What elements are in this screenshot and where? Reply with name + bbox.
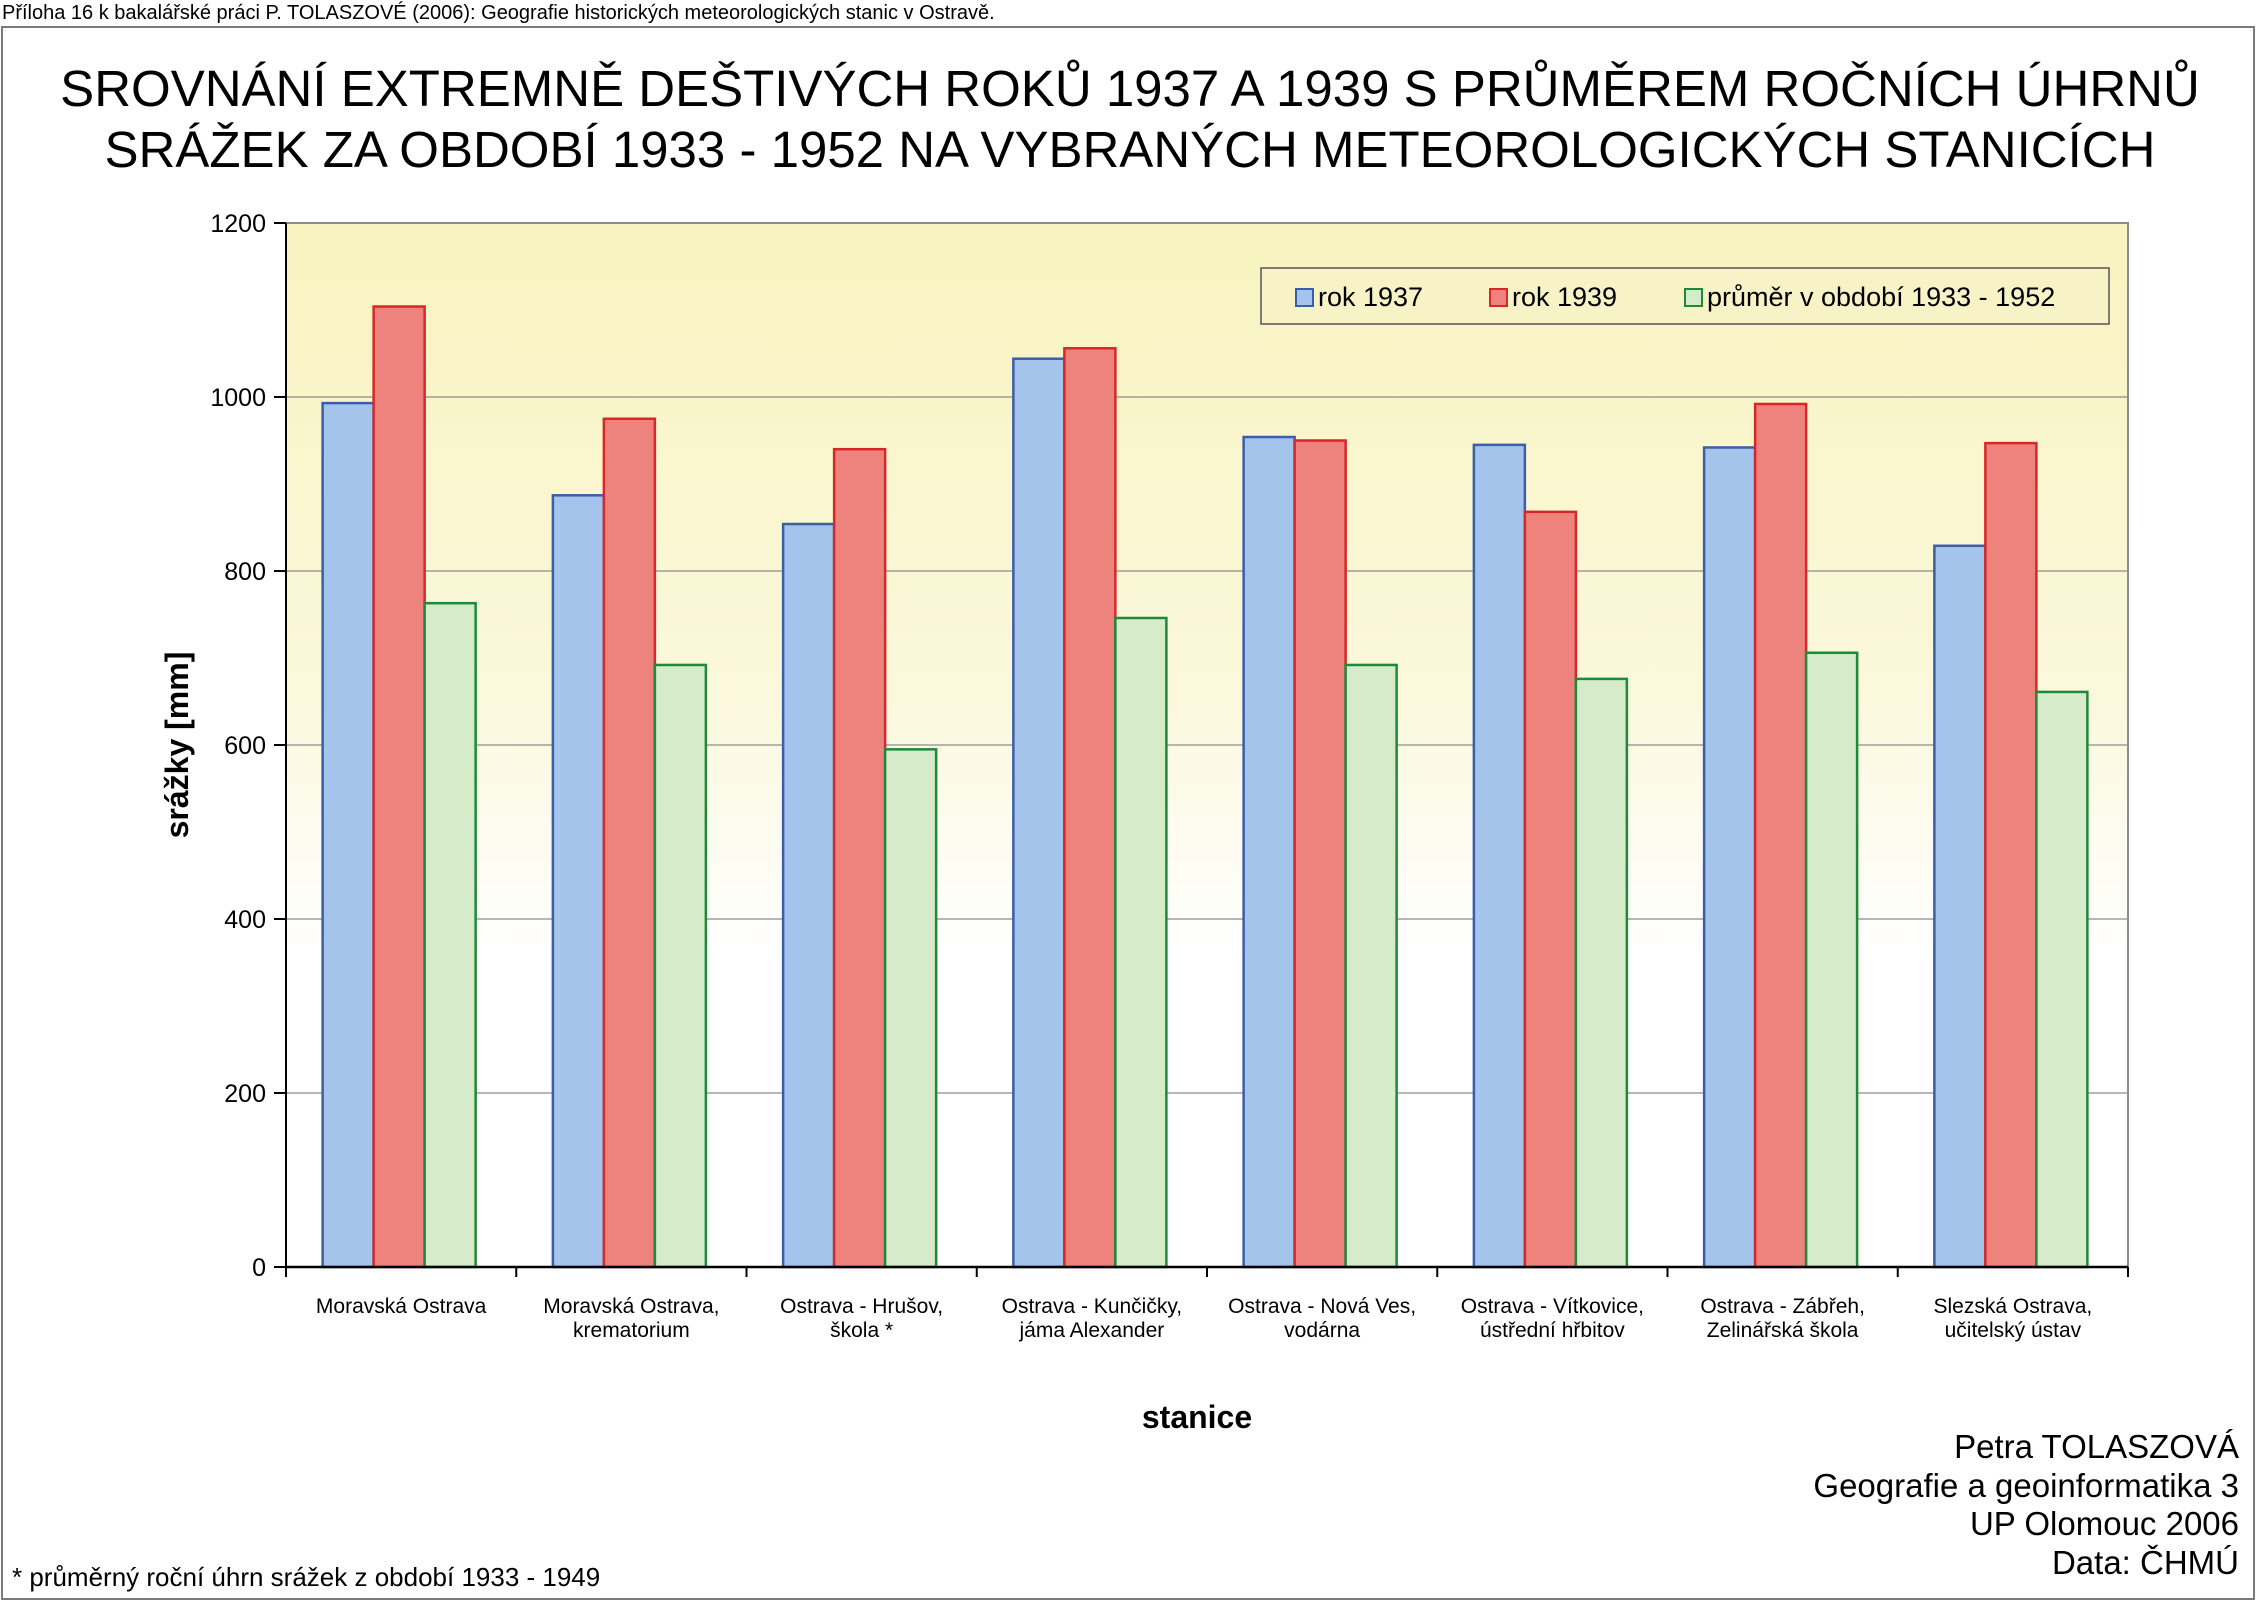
bar-1-6 (1472, 443, 1527, 1269)
axes (274, 222, 2129, 1277)
x-tick-label-7-1: Ostrava - Zábřeh, (1700, 1295, 1865, 1318)
bar-1-2 (551, 494, 606, 1269)
y-tick-label-800: 800 (224, 558, 266, 586)
footnote: * průměrný roční úhrn srážek z období 19… (12, 1562, 601, 1592)
bar-3-3 (883, 748, 938, 1269)
x-tick-label-6-2: ústřední hřbitov (1480, 1319, 1625, 1342)
x-axis-label: stanice (1142, 1399, 1252, 1435)
legend-label-2: rok 1939 (1512, 282, 1617, 312)
x-tick-label-5-1: Ostrava - Nová Ves, (1228, 1295, 1416, 1318)
tick-labels: 0 200 400 600 800 1000 1200 Moravská Ostrava Mor… (210, 210, 2092, 1342)
bar-2-8 (1984, 441, 2038, 1269)
bar-2-2 (602, 417, 657, 1269)
y-tick-label-1200: 1200 (210, 210, 266, 238)
y-tick-label-200: 200 (224, 1080, 266, 1108)
y-tick-label-0: 0 (252, 1254, 266, 1282)
y-tick-label-600: 600 (224, 732, 266, 760)
y-axis-label: srážky [mm] (159, 652, 195, 839)
x-tick-label-2-2: krematorium (573, 1319, 690, 1342)
bar-2-4 (1063, 347, 1117, 1269)
bar-1-5 (1242, 435, 1296, 1269)
bar-2-5 (1293, 439, 1347, 1269)
chart-title-line-1: SROVNÁNÍ EXTREMNĚ DEŠTIVÝCH ROKŮ 1937 A … (60, 60, 2200, 117)
x-tick-label-1-1: Moravská Ostrava (316, 1295, 487, 1318)
y-tick-label-1000: 1000 (210, 384, 266, 412)
bar-2-1 (372, 305, 426, 1269)
legend-swatch-3 (1684, 288, 1703, 307)
chart-title: SROVNÁNÍ EXTREMNĚ DEŠTIVÝCH ROKŮ 1937 A … (0, 58, 2260, 180)
x-tick-label-8-2: učitelský ústav (1945, 1319, 2082, 1342)
bar-3-4 (1114, 616, 1168, 1269)
bar-1-1 (321, 401, 375, 1269)
bar-1-3 (781, 522, 836, 1269)
bar-3-6 (1574, 677, 1629, 1269)
bar-2-3 (832, 447, 887, 1269)
y-tick-label-400: 400 (224, 906, 266, 934)
x-tick-label-4-2: jáma Alexander (1018, 1319, 1164, 1342)
bar-2-7 (1753, 402, 1808, 1269)
author-program: Geografie a geoinformatika 3 (1813, 1466, 2239, 1504)
legend: rok 1937 rok 1939 průměr v období 1933 - 1… (1260, 267, 2110, 325)
x-tick-label-5-2: vodárna (1284, 1319, 1360, 1342)
chart-frame (1, 26, 2255, 1600)
x-tick-label-6-1: Ostrava - Vítkovice, (1461, 1295, 1644, 1318)
x-tick-label-8-1: Slezská Ostrava, (1934, 1295, 2093, 1318)
x-tick-label-3-1: Ostrava - Hrušov, (780, 1295, 943, 1318)
header-note: Příloha 16 k bakalářské práci P. TOLASZO… (2, 2, 995, 24)
x-tick-label-3-2: škola * (830, 1319, 893, 1342)
bar-3-8 (2035, 690, 2089, 1269)
x-tick-label-7-2: Zelinářská škola (1707, 1319, 1859, 1342)
bar-2-6 (1523, 510, 1578, 1269)
legend-swatch-2 (1489, 288, 1508, 307)
bar-3-5 (1344, 663, 1398, 1269)
x-tick-label-2-1: Moravská Ostrava, (543, 1295, 719, 1318)
legend-swatch-1 (1295, 288, 1314, 307)
x-tick-label-4-1: Ostrava - Kunčičky, (1002, 1295, 1183, 1318)
bar-1-8 (1933, 544, 1987, 1269)
chart-title-line-2: SRÁŽEK ZA OBDOBÍ 1933 - 1952 NA VYBRANÝC… (104, 121, 2156, 178)
bar-3-7 (1804, 651, 1859, 1269)
author-university: UP Olomouc 2006 (1969, 1505, 2239, 1542)
bars (321, 305, 2089, 1269)
author-name: Petra TOLASZOVÁ (1954, 1428, 2239, 1465)
bar-1-7 (1702, 446, 1757, 1269)
author-block: Petra TOLASZOVÁ Geografie a geoinformati… (1813, 1428, 2239, 1582)
data-source: Data: ČHMÚ (2051, 1543, 2239, 1581)
legend-label-1: rok 1937 (1318, 282, 1423, 312)
bar-3-2 (653, 663, 708, 1269)
legend-label-3: průměr v období 1933 - 1952 (1707, 282, 2055, 312)
bar-1-4 (1012, 357, 1066, 1269)
bar-3-1 (423, 601, 477, 1269)
